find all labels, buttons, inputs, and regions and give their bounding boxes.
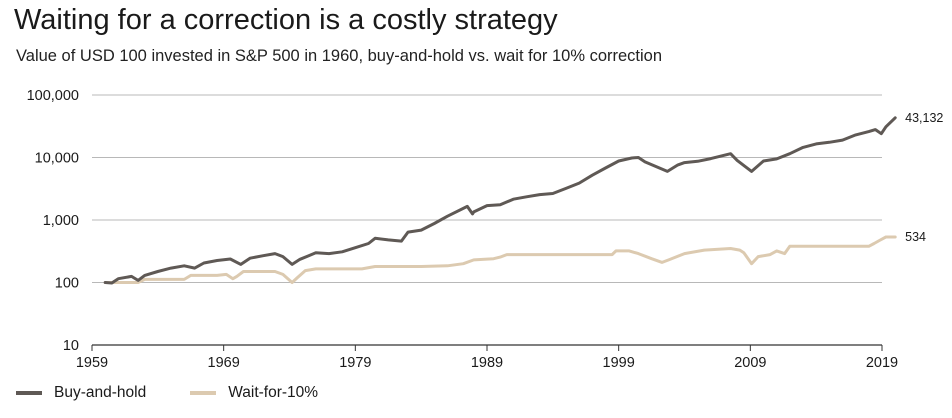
y-axis-tick-labels: 10 100 1,000 10,000 100,000 xyxy=(27,88,79,354)
x-axis-tick-labels: 1959 1969 1979 1989 1999 2009 2019 xyxy=(76,345,898,371)
end-label-wait-for-10: 534 xyxy=(905,230,926,244)
legend-label-buy-and-hold: Buy-and-hold xyxy=(54,384,147,401)
legend-swatch-buy-and-hold xyxy=(16,391,42,395)
legend-swatch-wait-for-10 xyxy=(190,391,217,395)
end-value-labels: 534 43,132 xyxy=(905,111,943,244)
x-tick-label: 2009 xyxy=(734,355,766,371)
series-lines xyxy=(103,116,897,285)
x-tick-label: 2019 xyxy=(866,355,898,371)
chart-title: Waiting for a correction is a costly str… xyxy=(14,4,558,36)
gridlines xyxy=(92,94,882,346)
y-tick-label: 10 xyxy=(63,338,79,354)
end-label-buy-and-hold: 43,132 xyxy=(905,111,943,125)
legend: Buy-and-hold Wait-for-10% xyxy=(16,384,362,402)
series-line-buy-and-hold xyxy=(103,116,897,285)
line-chart: 10 100 1,000 10,000 100,000 1959 1969 1979 1989… xyxy=(27,88,944,371)
chart-subtitle: Value of USD 100 invested in S&P 500 in … xyxy=(16,47,663,65)
y-tick-label: 100 xyxy=(55,276,79,292)
legend-item-buy-and-hold: Buy-and-hold xyxy=(16,384,146,402)
x-tick-label: 1979 xyxy=(339,355,371,371)
y-tick-label: 10,000 xyxy=(35,151,79,167)
y-tick-label: 100,000 xyxy=(27,88,79,104)
series-line-wait-for-10 xyxy=(103,235,897,284)
x-tick-label: 1989 xyxy=(471,355,503,371)
x-tick-label: 1969 xyxy=(208,355,240,371)
y-tick-label: 1,000 xyxy=(43,213,79,229)
legend-label-wait-for-10: Wait-for-10% xyxy=(228,384,319,401)
legend-item-wait-for-10: Wait-for-10% xyxy=(190,384,318,402)
x-tick-label: 1959 xyxy=(76,355,108,371)
x-tick-label: 1999 xyxy=(603,355,635,371)
